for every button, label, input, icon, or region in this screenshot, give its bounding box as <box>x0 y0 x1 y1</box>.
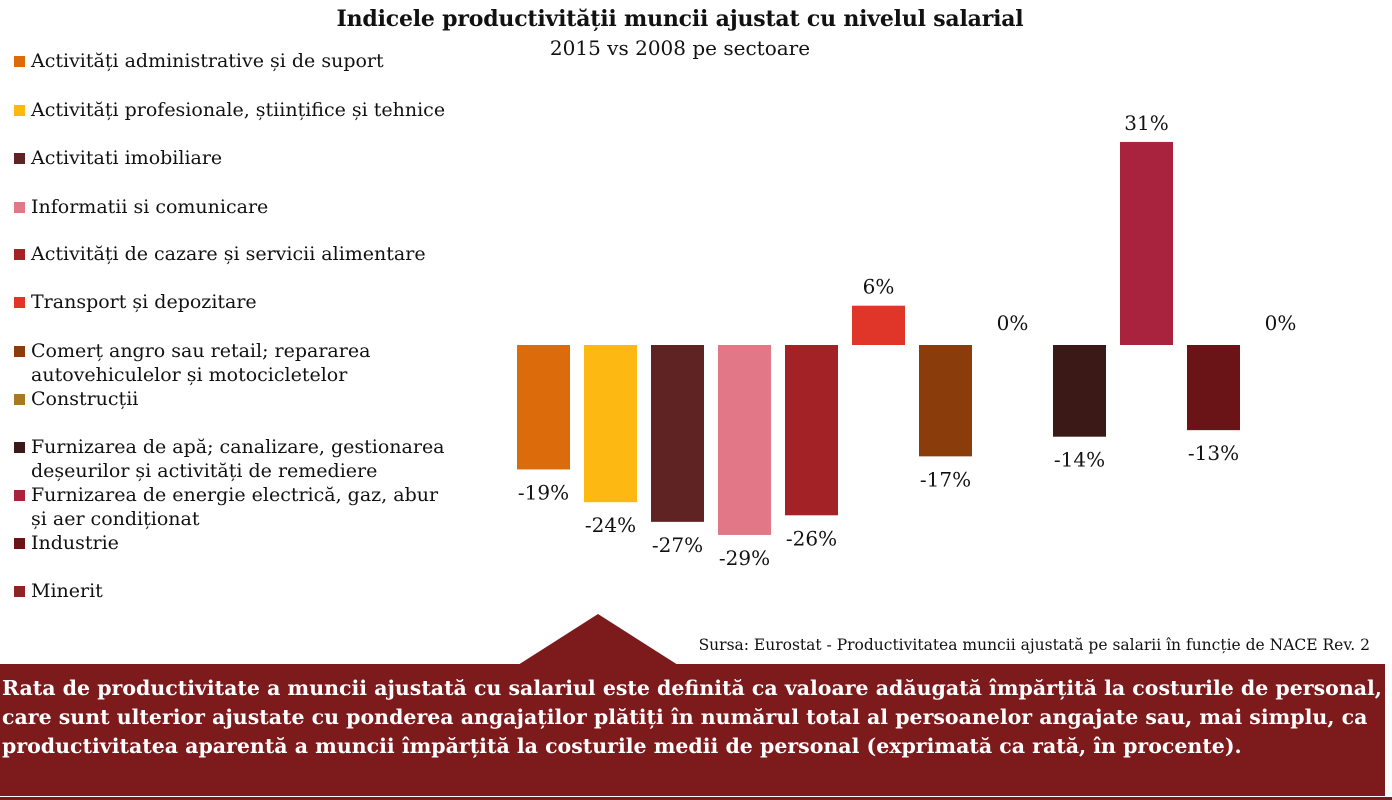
data-label: 0% <box>1265 311 1297 335</box>
legend-item: Activități administrative și de suport <box>14 49 484 73</box>
legend-swatch <box>14 442 25 453</box>
legend-item: Transport și depozitare <box>14 290 484 314</box>
legend-item: Furnizarea de energie electrică, gaz, ab… <box>14 483 454 531</box>
legend-item: Furnizarea de apă; canalizare, gestionar… <box>14 435 454 483</box>
source-note: Sursa: Eurostat - Productivitatea muncii… <box>698 636 1370 654</box>
legend-item: Activități de cazare și servicii aliment… <box>14 242 484 266</box>
legend-swatch <box>14 538 25 549</box>
legend-label: Activități administrative și de suport <box>31 50 384 72</box>
chart-title: Indicele productivității muncii ajustat … <box>336 6 1024 32</box>
bar <box>1120 141 1173 345</box>
bar <box>584 345 637 503</box>
legend-label: Industrie <box>31 532 119 554</box>
data-label: -24% <box>585 513 636 537</box>
legend-label: Construcții <box>31 388 139 410</box>
bar <box>517 345 570 470</box>
data-label: 0% <box>997 311 1029 335</box>
legend-label: Furnizarea de apă; canalizare, gestionar… <box>31 436 445 482</box>
data-label: -17% <box>920 467 971 491</box>
legend-item: Minerit <box>14 579 484 603</box>
bar-chart: -19% -24% -27% -29% -26% 6% -17% 0% -14% 31% -13% 0… <box>517 111 1297 570</box>
data-label: -27% <box>652 533 703 557</box>
legend-swatch <box>14 202 25 213</box>
definition-note: Rata de productivitate a muncii ajustată… <box>0 664 1385 796</box>
legend-label: Transport și depozitare <box>31 291 257 313</box>
legend-swatch <box>14 394 25 405</box>
data-label: 31% <box>1124 111 1168 135</box>
data-label: -13% <box>1188 441 1239 465</box>
data-label: 6% <box>863 275 895 299</box>
legend-swatch <box>14 249 25 260</box>
legend-swatch <box>14 586 25 597</box>
chart-subtitle: 2015 vs 2008 pe sectoare <box>549 36 811 60</box>
bottom-rule <box>0 797 1392 800</box>
bar <box>651 345 704 522</box>
legend-item: Industrie <box>14 531 484 555</box>
legend-item: Construcții <box>14 387 484 411</box>
data-label: -14% <box>1054 448 1105 472</box>
legend-item: Comerț angro sau retail; repararea autov… <box>14 339 374 387</box>
legend-label: Activitati imobiliare <box>31 147 223 169</box>
bar <box>1053 345 1106 437</box>
legend-label: Informatii si comunicare <box>31 196 269 218</box>
bar <box>852 305 905 345</box>
bar <box>1187 345 1240 431</box>
data-label: -26% <box>786 526 837 550</box>
legend-item: Activități profesionale, științifice și … <box>14 98 484 122</box>
legend-item: Informatii si comunicare <box>14 195 484 219</box>
legend-item: Activitati imobiliare <box>14 146 484 170</box>
legend-label: Activități profesionale, științifice și … <box>31 99 446 121</box>
bar <box>919 345 972 457</box>
note-callout-arrow <box>518 614 678 665</box>
legend-label: Comerț angro sau retail; repararea autov… <box>31 340 371 386</box>
legend-swatch <box>14 346 25 357</box>
data-label: -19% <box>518 480 569 504</box>
legend-swatch <box>14 297 25 308</box>
legend-label: Furnizarea de energie electrică, gaz, ab… <box>31 484 439 530</box>
definition-text: Rata de productivitate a muncii ajustată… <box>2 676 1382 758</box>
legend-label: Activități de cazare și servicii aliment… <box>31 243 426 265</box>
bar <box>785 345 838 516</box>
legend-label: Minerit <box>31 580 103 602</box>
legend-swatch <box>14 153 25 164</box>
bar <box>718 345 771 535</box>
data-label: -29% <box>719 546 770 570</box>
legend-swatch <box>14 56 25 67</box>
legend-swatch <box>14 490 25 501</box>
legend-swatch <box>14 105 25 116</box>
